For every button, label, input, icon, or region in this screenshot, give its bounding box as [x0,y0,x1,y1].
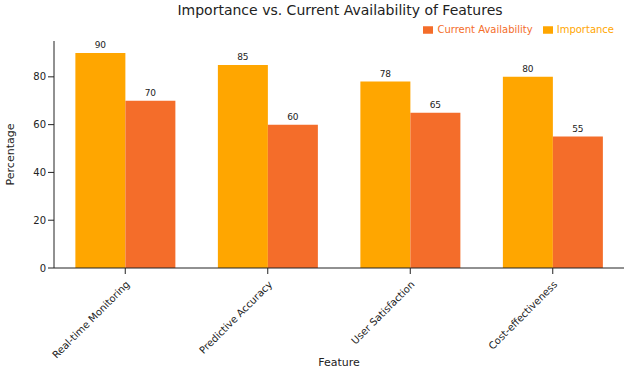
svg-text:65: 65 [430,100,441,110]
svg-text:85: 85 [237,52,248,62]
svg-text:Real-time Monitoring: Real-time Monitoring [50,279,132,361]
svg-text:60: 60 [287,112,299,122]
svg-text:60: 60 [33,119,46,130]
svg-text:20: 20 [33,215,46,226]
html-text:Importance: Importance [556,24,614,35]
svg-text:0: 0 [40,263,46,274]
svg-text:Predictive Accuracy: Predictive Accuracy [197,279,274,356]
svg-text:78: 78 [380,69,392,79]
svg-text:70: 70 [145,88,157,98]
svg-text:Feature: Feature [318,356,360,369]
svg-text:Cost-effectiveness: Cost-effectiveness [486,279,559,352]
svg-text:Percentage: Percentage [8,123,17,185]
svg-text:55: 55 [572,124,583,134]
svg-text:90: 90 [95,40,107,50]
html-text:Importance vs. Current Availab: Importance vs. Current Availability of F… [177,2,503,18]
svg-text:User Satisfaction: User Satisfaction [349,279,417,347]
svg-text:80: 80 [33,71,46,82]
html-text:Current Availability: Current Availability [437,24,533,35]
svg-text:40: 40 [33,167,46,178]
svg-text:80: 80 [522,64,534,74]
